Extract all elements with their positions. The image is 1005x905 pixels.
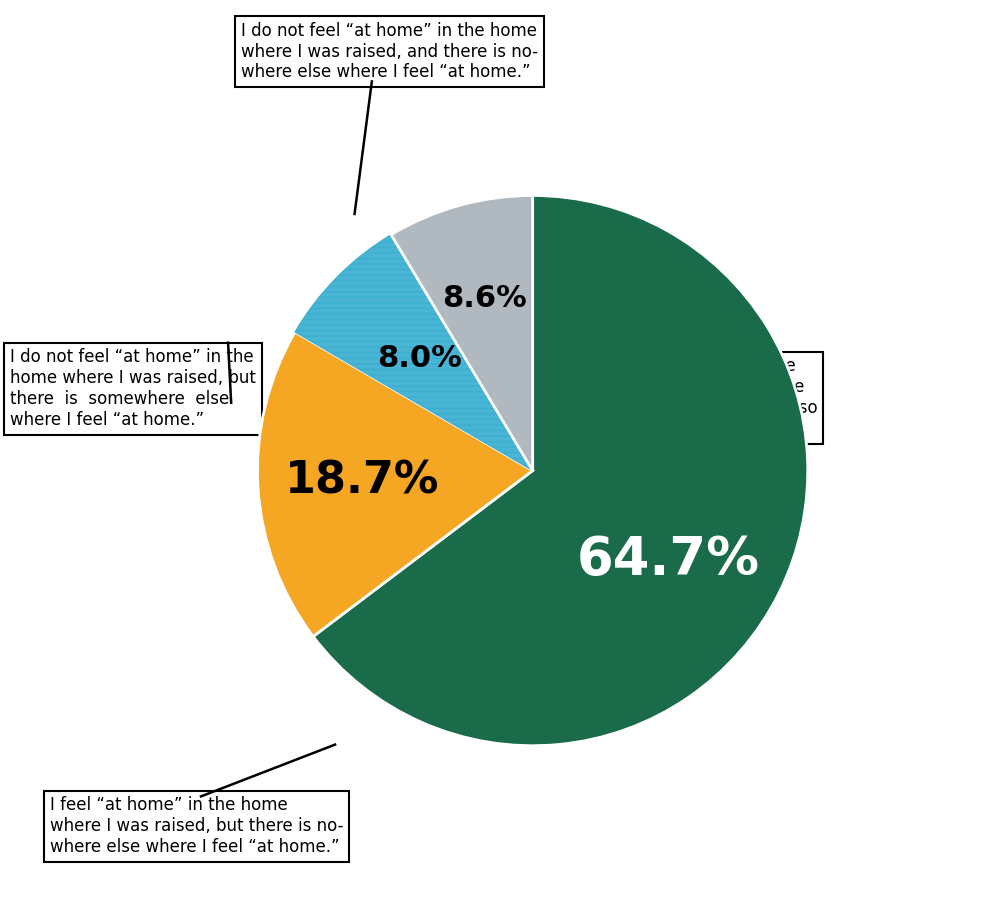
Text: 64.7%: 64.7% <box>577 534 760 586</box>
Text: I do not feel “at home” in the home
where I was raised, and there is no-
where e: I do not feel “at home” in the home wher… <box>241 22 539 81</box>
Text: 8.6%: 8.6% <box>442 284 528 313</box>
Wedge shape <box>257 332 533 636</box>
Text: I feel “at home” in the home
where I was raised, and there
is somewhere else whe: I feel “at home” in the home where I was… <box>558 357 817 438</box>
Text: I feel “at home” in the home
where I was raised, but there is no-
where else whe: I feel “at home” in the home where I was… <box>50 796 344 856</box>
Wedge shape <box>391 195 533 471</box>
Wedge shape <box>314 195 808 746</box>
Wedge shape <box>294 234 533 471</box>
Text: I do not feel “at home” in the
home where I was raised, but
there  is  somewhere: I do not feel “at home” in the home wher… <box>10 348 256 429</box>
Text: 8.0%: 8.0% <box>377 344 461 373</box>
Text: 18.7%: 18.7% <box>285 459 439 502</box>
